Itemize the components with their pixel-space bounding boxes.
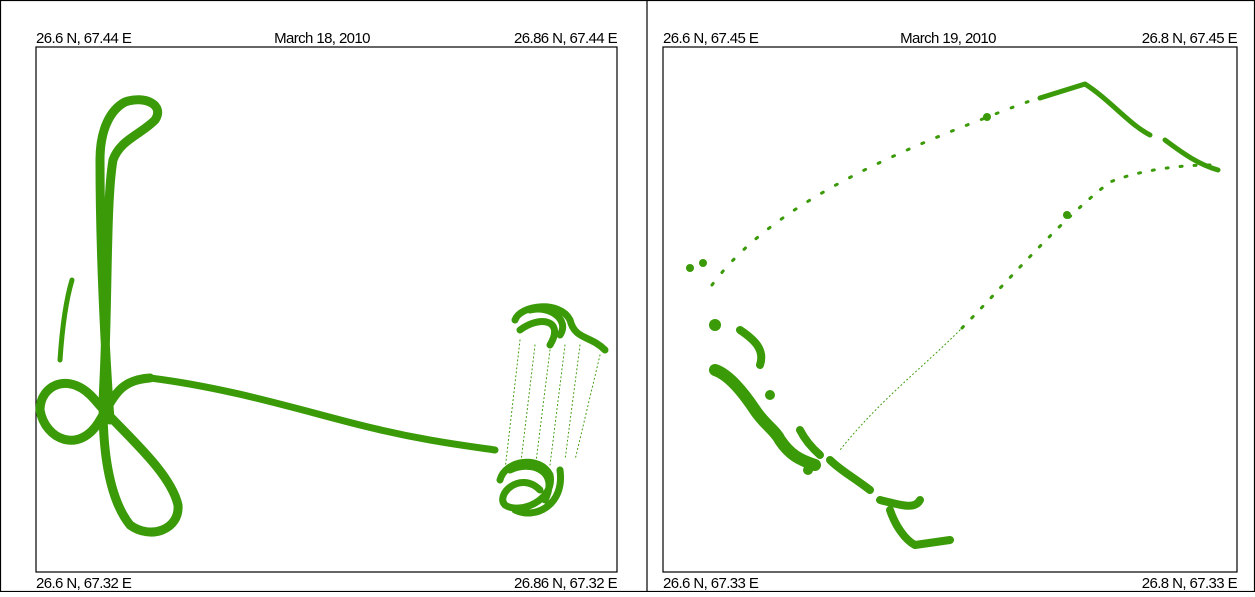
date-title: March 18, 2010 [274,30,370,47]
corner-label: 26.86 N, 67.44 E [514,30,618,47]
panel-right: 26.6 N, 67.45 E March 19, 2010 26.8 N, 6… [662,30,1238,592]
flight-track [35,95,609,537]
map-box [662,46,1238,573]
corner-label: 26.86 N, 67.32 E [514,575,618,592]
flight-track [686,81,1221,549]
corner-label: 26.8 N, 67.33 E [1142,575,1238,592]
map-box [35,46,618,573]
corner-label: 26.8 N, 67.45 E [1142,30,1238,47]
corner-label: 26.6 N, 67.44 E [36,30,132,47]
corner-label: 26.6 N, 67.33 E [663,575,759,592]
date-title: March 19, 2010 [900,30,996,47]
corner-label: 26.6 N, 67.32 E [36,575,132,592]
panel-left: 26.6 N, 67.44 E March 18, 2010 26.86 N, … [35,30,618,592]
corner-label: 26.6 N, 67.45 E [663,30,759,47]
